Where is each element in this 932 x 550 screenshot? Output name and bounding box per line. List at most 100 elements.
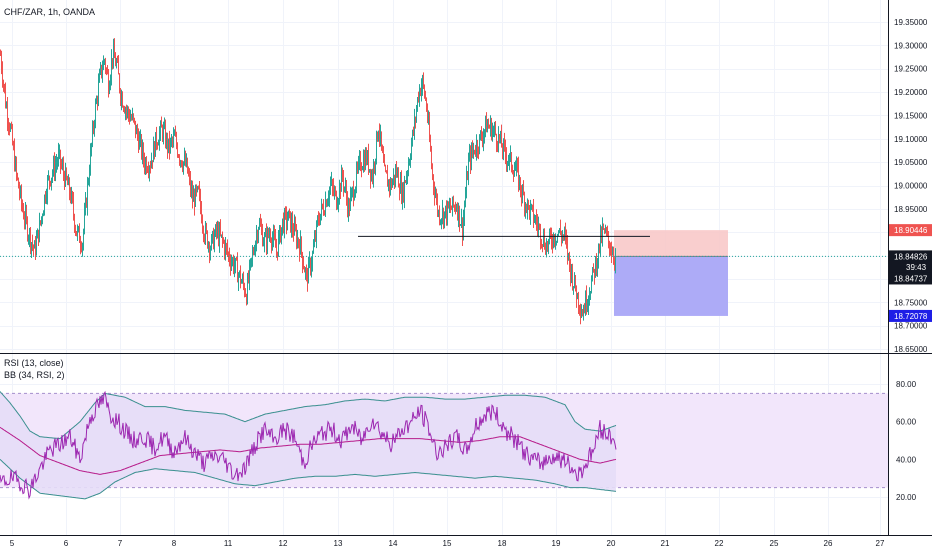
price-tick-label: 18.95000 <box>894 205 928 214</box>
rsi-legend-label[interactable]: RSI (13, close) <box>4 358 64 368</box>
candle-body <box>182 165 183 170</box>
candle-body <box>426 99 427 109</box>
candle-body <box>83 230 84 245</box>
candle-body <box>523 187 524 195</box>
candle-body <box>330 183 331 189</box>
candle-body <box>180 160 181 162</box>
candle-body <box>223 239 224 243</box>
candle-body <box>69 178 70 195</box>
time-tick-label: 12 <box>279 539 288 548</box>
candle-body <box>438 211 439 213</box>
candle-body <box>461 217 462 225</box>
candle-body <box>161 123 162 128</box>
candle-body <box>20 188 21 195</box>
candle-body <box>21 188 22 204</box>
price-tag-label: 18.90446 <box>894 226 928 235</box>
candle-body <box>289 210 290 212</box>
candle-body <box>563 235 564 237</box>
rsi-axis[interactable]: 80.00 60.00 40.00 20.00 <box>896 380 917 502</box>
candle-body <box>609 241 610 251</box>
price-tick-label: 18.70000 <box>894 322 928 331</box>
time-axis[interactable]: 5 6 7 8 11 12 13 14 15 18 19 20 21 22 25 26 27 <box>10 539 885 548</box>
candle-body <box>432 165 433 176</box>
price-tick-label: 19.00000 <box>894 182 928 191</box>
candle-body <box>24 218 25 222</box>
candle-body <box>403 185 404 200</box>
candle-body <box>219 227 220 244</box>
candle-body <box>288 210 289 221</box>
candle-body <box>206 226 207 232</box>
bb-upper-line <box>0 391 617 440</box>
price-pane[interactable] <box>0 0 888 353</box>
candle-body <box>311 264 312 271</box>
candle-body <box>590 292 591 297</box>
take-profit-zone[interactable] <box>614 256 728 316</box>
candle-body <box>390 181 391 189</box>
candle-body <box>299 244 300 255</box>
position-tool[interactable] <box>614 230 728 316</box>
candle-body <box>249 263 250 281</box>
candle-body <box>171 139 172 141</box>
candle-body <box>44 195 45 212</box>
candle-body <box>360 156 361 169</box>
symbol-label[interactable]: CHF/ZAR, 1h, OANDA <box>4 7 95 17</box>
candle-body <box>147 170 148 172</box>
candle-body <box>307 272 308 284</box>
candle-body <box>447 202 448 220</box>
candle-body <box>258 228 259 239</box>
candle-body <box>547 243 548 248</box>
candle-body <box>276 247 277 252</box>
candle-body <box>596 258 597 271</box>
bb-legend-label[interactable]: BB (34, RSI, 2) <box>4 370 65 380</box>
candle-body <box>271 239 272 246</box>
candle-body <box>198 186 199 189</box>
candle-body <box>217 228 218 233</box>
candle-body <box>79 226 80 243</box>
candle-body <box>346 186 347 199</box>
candle-body <box>418 97 419 100</box>
candle-body <box>320 213 321 224</box>
stop-loss-zone[interactable] <box>614 230 728 257</box>
candle-body <box>22 203 23 210</box>
candle-body <box>127 108 128 112</box>
candle-body <box>338 199 339 206</box>
candle-body <box>372 172 373 182</box>
candle-body <box>137 127 138 136</box>
rsi-pane[interactable] <box>0 354 888 535</box>
candle-body <box>421 86 422 95</box>
candle-body <box>402 185 403 202</box>
candle-body <box>443 209 444 224</box>
candle-body <box>473 149 474 153</box>
candle-body <box>304 267 305 273</box>
price-tag-label: 39:43 <box>906 263 927 272</box>
candle-body <box>300 237 301 255</box>
candle-body <box>179 156 180 162</box>
candle-body <box>395 169 396 182</box>
candle-body <box>256 233 257 243</box>
candle-body <box>204 236 205 241</box>
price-axis[interactable]: 19.35000 19.30000 19.25000 19.20000 19.15000… <box>894 18 928 354</box>
candle-body <box>408 163 409 173</box>
candle-body <box>321 204 322 214</box>
candle-body <box>515 169 516 171</box>
candle-body <box>517 162 518 166</box>
candle-body <box>112 58 113 62</box>
candle-body <box>71 192 72 201</box>
time-tick-label: 7 <box>118 539 123 548</box>
candle-body <box>220 227 221 235</box>
candle-body <box>414 118 415 133</box>
candle-body <box>135 120 136 134</box>
candle-body <box>599 243 600 251</box>
candle-body <box>503 141 504 153</box>
candle-body <box>475 152 476 154</box>
candle-body <box>174 134 175 136</box>
candle-body <box>130 117 131 121</box>
candle-body <box>23 209 24 219</box>
candle-body <box>237 259 238 283</box>
candle-body <box>575 275 576 291</box>
price-tag-box <box>889 250 932 263</box>
time-tick-label: 22 <box>715 539 724 548</box>
candle-body <box>269 235 270 237</box>
candle-body <box>111 58 112 78</box>
